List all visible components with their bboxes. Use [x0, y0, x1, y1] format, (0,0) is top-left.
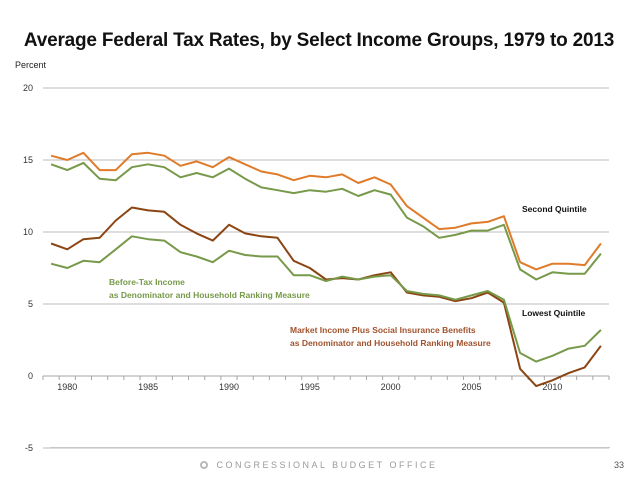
annotation-market-income-line1: Market Income Plus Social Insurance Bene…	[290, 325, 476, 335]
annotation-before-tax-line1: Before-Tax Income	[109, 277, 185, 287]
x-tick-label: 1985	[138, 382, 158, 392]
series-lowest-quintile-market-income	[50, 206, 602, 388]
x-tick-label: 2000	[381, 382, 401, 392]
series-second-quintile-before-tax	[50, 161, 602, 281]
page-number: 33	[613, 460, 624, 470]
series-lowest-quintile-before-tax	[50, 235, 602, 363]
cbo-logo-icon	[200, 461, 209, 469]
annotation-before-tax-line2: as Denominator and Household Ranking Mea…	[109, 290, 310, 300]
series-second-quintile-market-income	[50, 151, 602, 271]
footer-org: CONGRESSIONAL BUDGET OFFICE	[216, 460, 438, 470]
x-tick-label: 1990	[219, 382, 239, 392]
y-tick-label: 15	[23, 155, 33, 165]
annotation-second-quintile: Second Quintile	[522, 204, 587, 214]
y-tick-label: -5	[25, 443, 33, 453]
y-tick-label: 10	[23, 227, 33, 237]
annotation-market-income-line2: as Denominator and Household Ranking Mea…	[290, 338, 491, 348]
y-tick-label: 0	[28, 371, 33, 381]
x-tick-label: 1995	[300, 382, 320, 392]
chart-title: Average Federal Tax Rates, by Select Inc…	[23, 30, 615, 51]
x-tick-label: 2010	[542, 382, 562, 392]
x-tick-label: 1980	[57, 382, 77, 392]
x-tick-label: 2005	[462, 382, 482, 392]
y-axis-label: Percent	[15, 60, 47, 70]
annotation-lowest-quintile: Lowest Quintile	[522, 308, 586, 318]
y-tick-label: 5	[28, 299, 33, 309]
footer: CONGRESSIONAL BUDGET OFFICE	[0, 460, 638, 470]
y-tick-label: 20	[23, 83, 33, 93]
footer-divider	[50, 447, 610, 448]
